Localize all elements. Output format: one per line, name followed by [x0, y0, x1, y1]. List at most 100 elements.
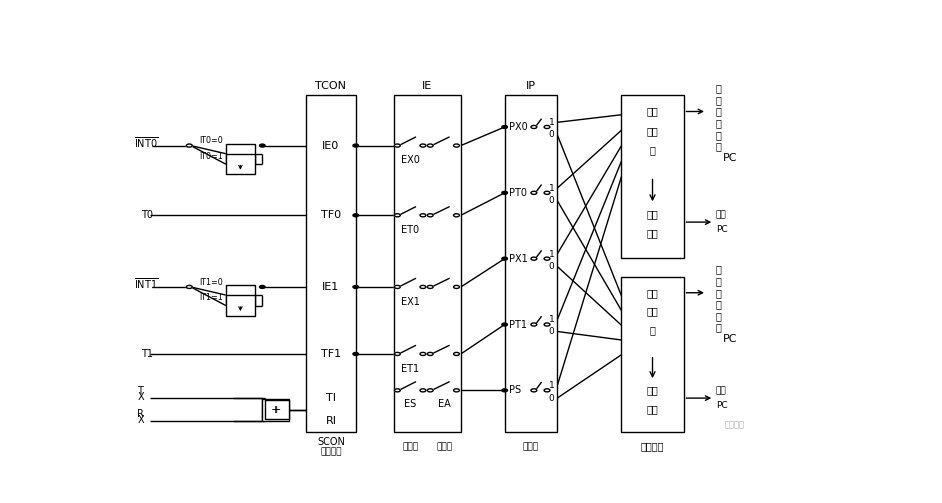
Text: 0: 0 — [548, 327, 554, 336]
Bar — [505, 95, 558, 432]
Circle shape — [544, 389, 550, 392]
Circle shape — [395, 353, 400, 356]
Circle shape — [531, 125, 537, 129]
Text: PT1: PT1 — [509, 319, 528, 329]
Text: 1: 1 — [548, 249, 554, 259]
Bar — [622, 95, 684, 258]
Text: 断: 断 — [716, 118, 722, 128]
Text: 优先级: 优先级 — [523, 443, 539, 451]
Circle shape — [395, 389, 400, 392]
Text: 1: 1 — [548, 184, 554, 193]
Bar — [266, 400, 288, 419]
Bar — [306, 95, 356, 432]
Text: $\overline{\rm INT0}$: $\overline{\rm INT0}$ — [134, 135, 158, 150]
Text: IE: IE — [422, 80, 432, 91]
Text: PT0: PT0 — [509, 188, 528, 198]
Circle shape — [260, 286, 265, 288]
Text: 优先: 优先 — [646, 306, 658, 316]
Text: 中: 中 — [716, 288, 722, 298]
Bar — [394, 95, 461, 432]
Text: 级: 级 — [716, 276, 722, 286]
Circle shape — [531, 191, 537, 194]
Circle shape — [428, 353, 433, 356]
Text: 落木青云: 落木青云 — [724, 421, 744, 430]
Circle shape — [544, 257, 550, 260]
Text: PC: PC — [716, 224, 727, 233]
Text: 中: 中 — [716, 107, 722, 117]
Circle shape — [453, 214, 460, 217]
Text: 1: 1 — [548, 315, 554, 324]
Text: 自然: 自然 — [646, 288, 658, 298]
Circle shape — [453, 353, 460, 356]
Text: T0: T0 — [141, 210, 154, 220]
Circle shape — [353, 214, 359, 217]
Circle shape — [187, 144, 192, 147]
Text: IT0=0: IT0=0 — [199, 136, 223, 145]
Text: 1: 1 — [548, 118, 554, 127]
Circle shape — [531, 389, 537, 392]
Circle shape — [353, 353, 359, 356]
Text: PC: PC — [723, 334, 738, 344]
Text: ET1: ET1 — [401, 364, 419, 374]
Text: TF0: TF0 — [321, 210, 341, 220]
Text: EX1: EX1 — [401, 297, 420, 307]
Circle shape — [531, 323, 537, 326]
Circle shape — [420, 285, 426, 289]
Circle shape — [428, 285, 433, 289]
Circle shape — [544, 191, 550, 194]
Text: PS: PS — [509, 385, 521, 395]
Text: PC: PC — [723, 153, 738, 163]
Text: 低: 低 — [716, 265, 722, 275]
Text: 高: 高 — [716, 83, 722, 93]
Text: TCON: TCON — [316, 80, 347, 91]
Circle shape — [531, 257, 537, 260]
Text: PC: PC — [716, 400, 727, 409]
Circle shape — [453, 389, 460, 392]
Circle shape — [395, 214, 400, 217]
Circle shape — [187, 285, 192, 289]
Bar — [226, 154, 255, 174]
Circle shape — [420, 353, 426, 356]
Text: 0: 0 — [548, 196, 554, 205]
Text: 矢量: 矢量 — [646, 209, 658, 219]
Text: $\overline{\rm INT1}$: $\overline{\rm INT1}$ — [134, 277, 158, 291]
Bar — [622, 277, 684, 432]
Text: 总允许: 总允许 — [436, 443, 452, 451]
Text: R: R — [138, 409, 144, 420]
Circle shape — [353, 144, 359, 147]
Circle shape — [502, 126, 508, 128]
Text: 级: 级 — [650, 145, 656, 155]
Text: 硬件查询: 硬件查询 — [641, 441, 664, 451]
Text: TI: TI — [326, 393, 336, 403]
Bar — [226, 144, 255, 164]
Text: ET0: ET0 — [401, 225, 419, 235]
Text: 地址: 地址 — [646, 228, 658, 238]
Text: IT0=1: IT0=1 — [199, 152, 223, 161]
Text: 矢量: 矢量 — [646, 385, 658, 395]
Circle shape — [428, 389, 433, 392]
Text: X: X — [138, 415, 144, 425]
Text: IT1=0: IT1=0 — [199, 278, 223, 287]
Circle shape — [420, 389, 426, 392]
Circle shape — [453, 144, 460, 147]
Circle shape — [395, 144, 400, 147]
Circle shape — [420, 214, 426, 217]
Bar — [226, 295, 255, 315]
Text: T: T — [138, 386, 143, 396]
Text: 地址: 地址 — [646, 404, 658, 414]
Text: IE0: IE0 — [322, 140, 339, 150]
Circle shape — [395, 285, 400, 289]
Text: 矢量: 矢量 — [716, 211, 726, 220]
Text: ES: ES — [404, 399, 416, 409]
Text: 0: 0 — [548, 130, 554, 139]
Text: 1: 1 — [548, 381, 554, 390]
Text: +: + — [270, 405, 280, 414]
Text: EX0: EX0 — [401, 155, 420, 165]
Text: 优先: 优先 — [646, 126, 658, 136]
Text: +: + — [272, 405, 282, 414]
Circle shape — [502, 389, 508, 392]
Text: 请: 请 — [716, 130, 722, 140]
Text: PX1: PX1 — [509, 254, 528, 264]
Bar — [226, 285, 255, 305]
Text: IE1: IE1 — [322, 282, 339, 292]
